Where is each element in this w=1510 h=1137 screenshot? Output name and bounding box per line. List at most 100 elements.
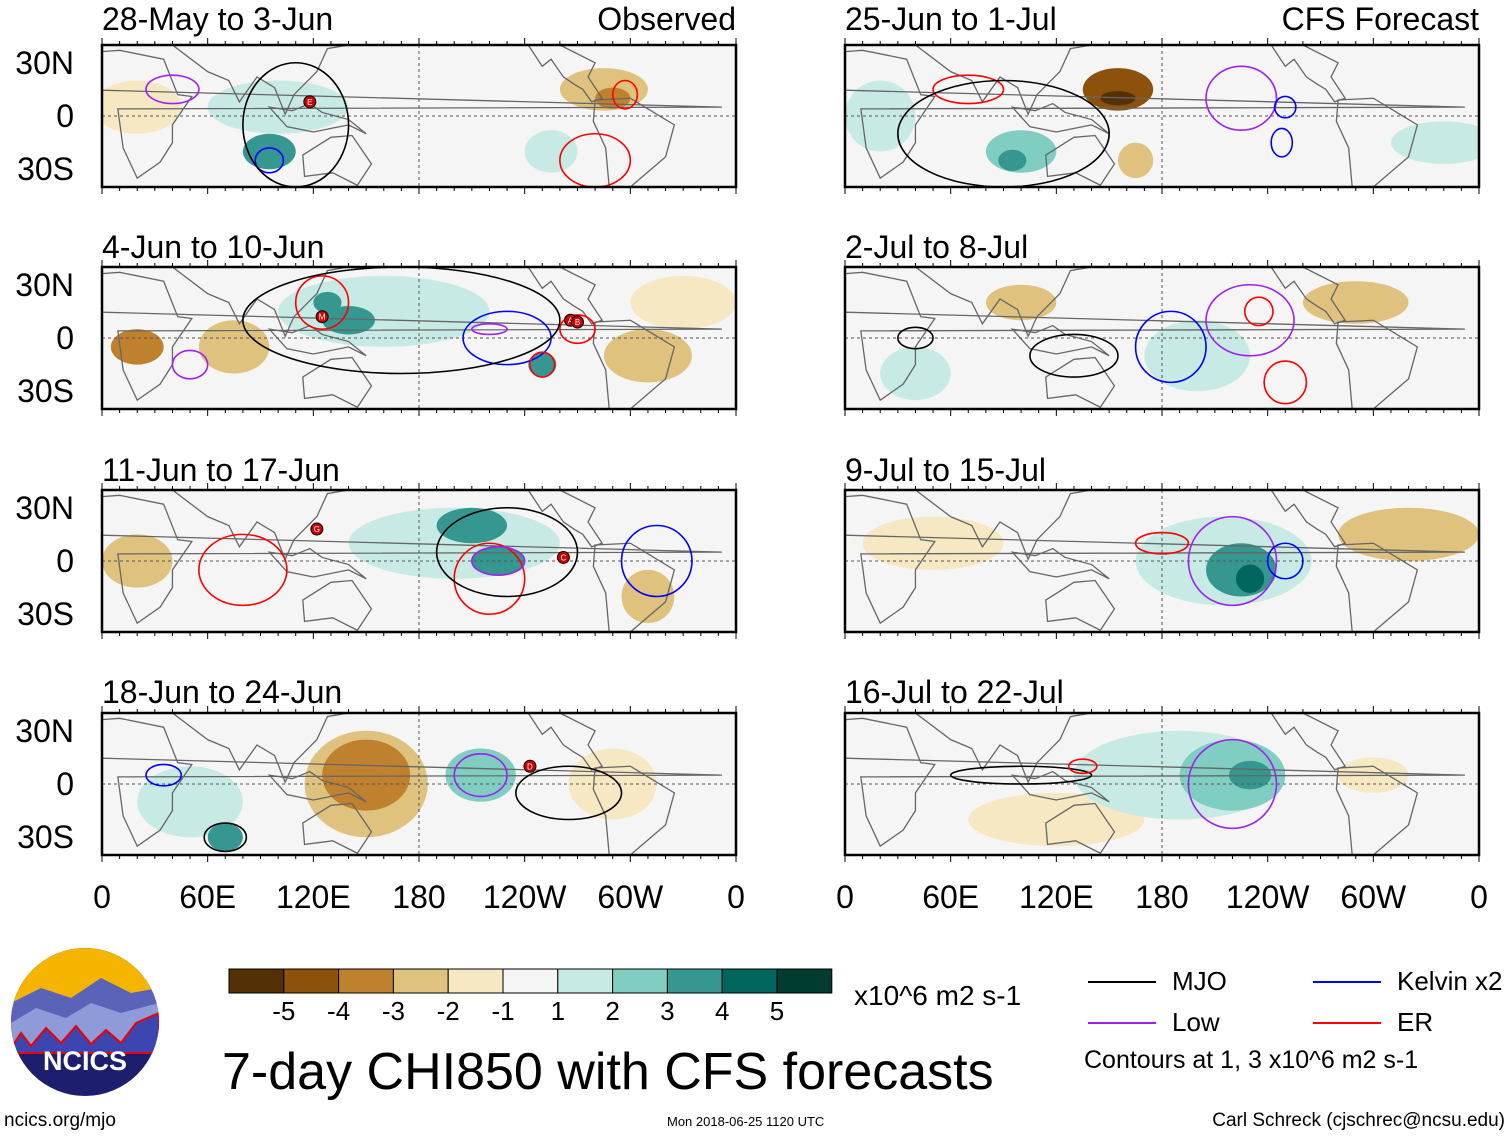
lon-label: 120E	[275, 879, 351, 915]
coastline	[1045, 134, 1116, 187]
coastline	[267, 547, 367, 580]
coastline	[147, 490, 349, 561]
colorbar-tick: -1	[491, 996, 515, 1026]
lon-label: 0	[836, 879, 854, 915]
coastline	[1335, 97, 1419, 187]
coastline	[302, 802, 373, 855]
ncics-logo[interactable]: NCICS	[11, 948, 159, 1096]
coastline	[267, 324, 367, 357]
colorbar-tick: 1	[550, 996, 566, 1026]
coastline	[890, 490, 1092, 561]
legend-line-icon	[1313, 980, 1381, 983]
tropical-cyclone-icon: B	[571, 315, 584, 329]
panel-title: 18-Jun to 24-Jun	[102, 674, 343, 710]
colorbar-tick: 4	[714, 996, 730, 1026]
coastline	[102, 271, 722, 402]
lat-label: 0	[56, 543, 74, 579]
lon-label: 180	[392, 879, 446, 915]
colorbar-tick: -5	[272, 996, 296, 1026]
er-contour	[453, 542, 526, 616]
low-contour	[145, 74, 200, 105]
lat-label: 0	[56, 98, 74, 134]
coastline	[890, 267, 1092, 338]
colorbar-swatch	[721, 968, 778, 994]
footer-credit: Carl Schreck (cjschrec@ncsu.edu)	[1212, 1110, 1505, 1131]
er-contour	[932, 74, 1005, 105]
colorbar-tick: 3	[660, 996, 675, 1026]
map-panel	[843, 38, 1481, 194]
colorbar-units: x10^6 m2 s-1	[854, 980, 1022, 1011]
colorbar-swatch	[228, 968, 285, 994]
mjo-contour	[949, 765, 1093, 785]
kelvin-contour	[1134, 310, 1207, 384]
anomaly-shading	[322, 739, 411, 811]
anomaly-shading	[242, 133, 296, 170]
map-panel: GC	[100, 483, 738, 639]
footer-url[interactable]: ncics.org/mjo	[4, 1110, 116, 1131]
anomaly-shading	[524, 130, 578, 173]
coastline	[147, 713, 349, 784]
anomaly-shading	[207, 823, 243, 852]
anomaly-shading	[313, 291, 342, 314]
panel-title: 11-Jun to 17-Jun	[102, 452, 340, 488]
lon-label: 0	[1470, 879, 1488, 915]
coastline	[845, 717, 1465, 848]
coastline	[527, 267, 604, 325]
tropical-cyclone-icon: M	[315, 310, 329, 324]
coastline	[1045, 579, 1116, 632]
tropical-cyclone-icon: D	[523, 759, 537, 773]
legend-item: ER	[1313, 1007, 1433, 1038]
panel-title: 2-Jul to 8-Jul	[845, 229, 1029, 265]
lon-label: 60E	[179, 879, 237, 915]
anomaly-shading	[278, 275, 490, 347]
coastline	[592, 319, 676, 409]
panel-title: 25-Jun to 1-Jul	[845, 1, 1057, 37]
anomaly-shading	[621, 569, 675, 624]
lon-label: 120E	[1018, 879, 1094, 915]
low-contour	[471, 322, 508, 336]
mjo-contour	[242, 61, 350, 187]
mjo-contour	[435, 506, 579, 598]
coastline	[1335, 542, 1419, 632]
lon-label: 120W	[482, 879, 567, 915]
colorbar-swatch	[283, 968, 340, 994]
lon-label: 60E	[922, 879, 980, 915]
er-contour	[611, 79, 639, 110]
contour-note: Contours at 1, 3 x10^6 m2 s-1	[1084, 1046, 1419, 1074]
kelvin-contour	[254, 147, 285, 174]
legend-line-icon	[1088, 1021, 1156, 1024]
anomaly-shading	[102, 534, 173, 588]
coastline	[1270, 713, 1347, 771]
coastline	[302, 356, 373, 409]
lon-label: 120W	[1225, 879, 1310, 915]
lat-label: 0	[56, 320, 74, 356]
legend-line-icon	[1313, 1021, 1381, 1024]
panel-title: 28-May to 3-Jun	[102, 1, 334, 37]
logo-text: NCICS	[42, 1046, 127, 1076]
lat-label: 30N	[15, 489, 74, 526]
legend-line-icon	[1088, 980, 1156, 983]
coastline	[1270, 45, 1347, 103]
low-contour	[1187, 515, 1278, 607]
colorbar-tick: 2	[605, 996, 620, 1026]
coastline	[147, 267, 349, 338]
coastline	[592, 542, 676, 632]
lon-label: 60W	[597, 879, 664, 915]
legend-item: Kelvin x2	[1313, 966, 1503, 997]
colorbar-swatch	[392, 968, 449, 994]
anomaly-shading	[603, 329, 692, 383]
coastline	[527, 490, 604, 548]
coastline	[1270, 267, 1347, 325]
colorbar-tick: -3	[381, 996, 405, 1026]
coastline	[1335, 765, 1419, 855]
er-contour	[198, 533, 288, 607]
svg-text:C: C	[561, 553, 567, 562]
tropical-cyclone-icon: G	[310, 522, 324, 536]
legend-label: Kelvin x2	[1397, 966, 1503, 996]
logo-mountains-icon	[11, 948, 159, 1054]
anomaly-shading	[445, 748, 516, 802]
er-contour	[559, 314, 596, 345]
colorbar-swatch	[776, 968, 833, 994]
er-contour	[1243, 296, 1274, 327]
anomaly-shading	[998, 149, 1027, 172]
